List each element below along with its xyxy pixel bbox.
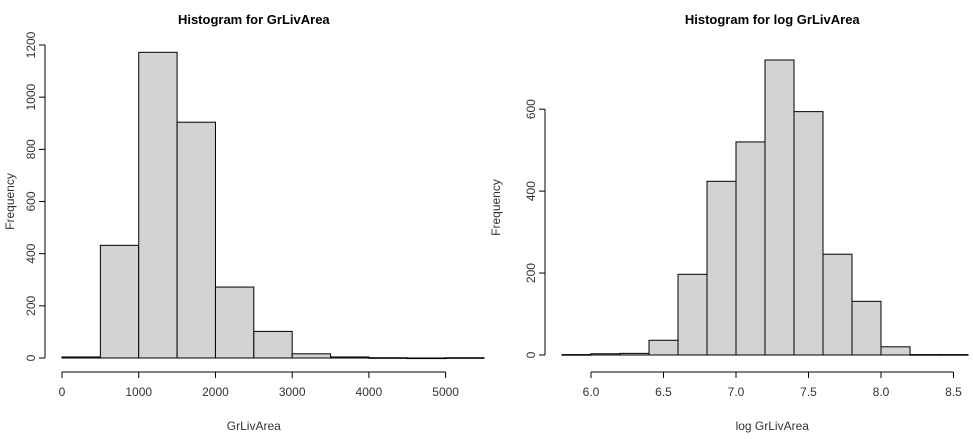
histogram-bar bbox=[214, 286, 255, 359]
histogram-log-grlivarea: Histogram for log GrLivArea log GrLivAre… bbox=[489, 12, 969, 433]
histogram-bar bbox=[61, 356, 101, 359]
histogram-bar bbox=[764, 59, 795, 356]
histogram-bar bbox=[648, 339, 679, 356]
y-tick-label: 1200 bbox=[24, 31, 38, 58]
histogram-bar bbox=[330, 356, 370, 359]
histogram-bar bbox=[735, 141, 766, 356]
y-axis-label: Frequency bbox=[489, 179, 503, 236]
x-tick-label: 6.5 bbox=[655, 385, 672, 399]
histogram-grlivarea: Histogram for GrLivArea GrLivArea Freque… bbox=[3, 12, 485, 433]
histogram-bar bbox=[291, 353, 332, 359]
histogram-bar bbox=[880, 346, 911, 356]
histogram-bar bbox=[619, 352, 650, 356]
histogram-bar bbox=[253, 330, 293, 359]
x-tick-label: 0 bbox=[59, 385, 66, 399]
histogram-bar bbox=[445, 357, 485, 359]
y-tick-label: 600 bbox=[524, 99, 538, 119]
x-tick-label: 3000 bbox=[279, 385, 306, 399]
x-tick-label: 8.0 bbox=[873, 385, 890, 399]
y-tick-label: 0 bbox=[524, 351, 538, 358]
histogram-bar bbox=[677, 273, 708, 356]
histogram-bar bbox=[368, 357, 408, 359]
histogram-bar bbox=[793, 111, 824, 356]
x-tick-label: 7.0 bbox=[728, 385, 745, 399]
x-axis-label: log GrLivArea bbox=[736, 419, 810, 433]
histogram-bar bbox=[822, 253, 853, 356]
y-axis-label: Frequency bbox=[3, 173, 17, 230]
y-tick-label: 600 bbox=[24, 191, 38, 211]
chart-title: Histogram for GrLivArea bbox=[178, 12, 330, 27]
y-tick-label: 400 bbox=[24, 243, 38, 263]
histogram-bar bbox=[138, 51, 178, 359]
x-tick-label: 2000 bbox=[202, 385, 229, 399]
y-tick-label: 200 bbox=[524, 263, 538, 283]
histogram-bar bbox=[938, 354, 969, 356]
y-tick-label: 400 bbox=[524, 181, 538, 201]
x-tick-label: 7.5 bbox=[800, 385, 817, 399]
x-tick-label: 8.5 bbox=[945, 385, 962, 399]
histogram-bar bbox=[909, 354, 940, 356]
chart-title: Histogram for log GrLivArea bbox=[685, 12, 861, 27]
histogram-bar bbox=[561, 354, 592, 356]
y-tick-label: 0 bbox=[24, 354, 38, 361]
histogram-bar bbox=[590, 353, 621, 356]
histogram-bar bbox=[851, 300, 882, 356]
y-tick-label: 800 bbox=[24, 139, 38, 159]
histogram-bar bbox=[706, 180, 737, 356]
x-tick-label: 4000 bbox=[356, 385, 383, 399]
x-tick-label: 1000 bbox=[125, 385, 152, 399]
y-tick-label: 200 bbox=[24, 296, 38, 316]
y-tick-label: 1000 bbox=[24, 83, 38, 110]
x-tick-label: 5000 bbox=[432, 385, 459, 399]
histogram-bar bbox=[406, 357, 447, 360]
histogram-bar bbox=[176, 121, 216, 359]
histogram-bar bbox=[99, 244, 140, 359]
x-axis-label: GrLivArea bbox=[227, 419, 281, 433]
x-tick-label: 6.0 bbox=[583, 385, 600, 399]
